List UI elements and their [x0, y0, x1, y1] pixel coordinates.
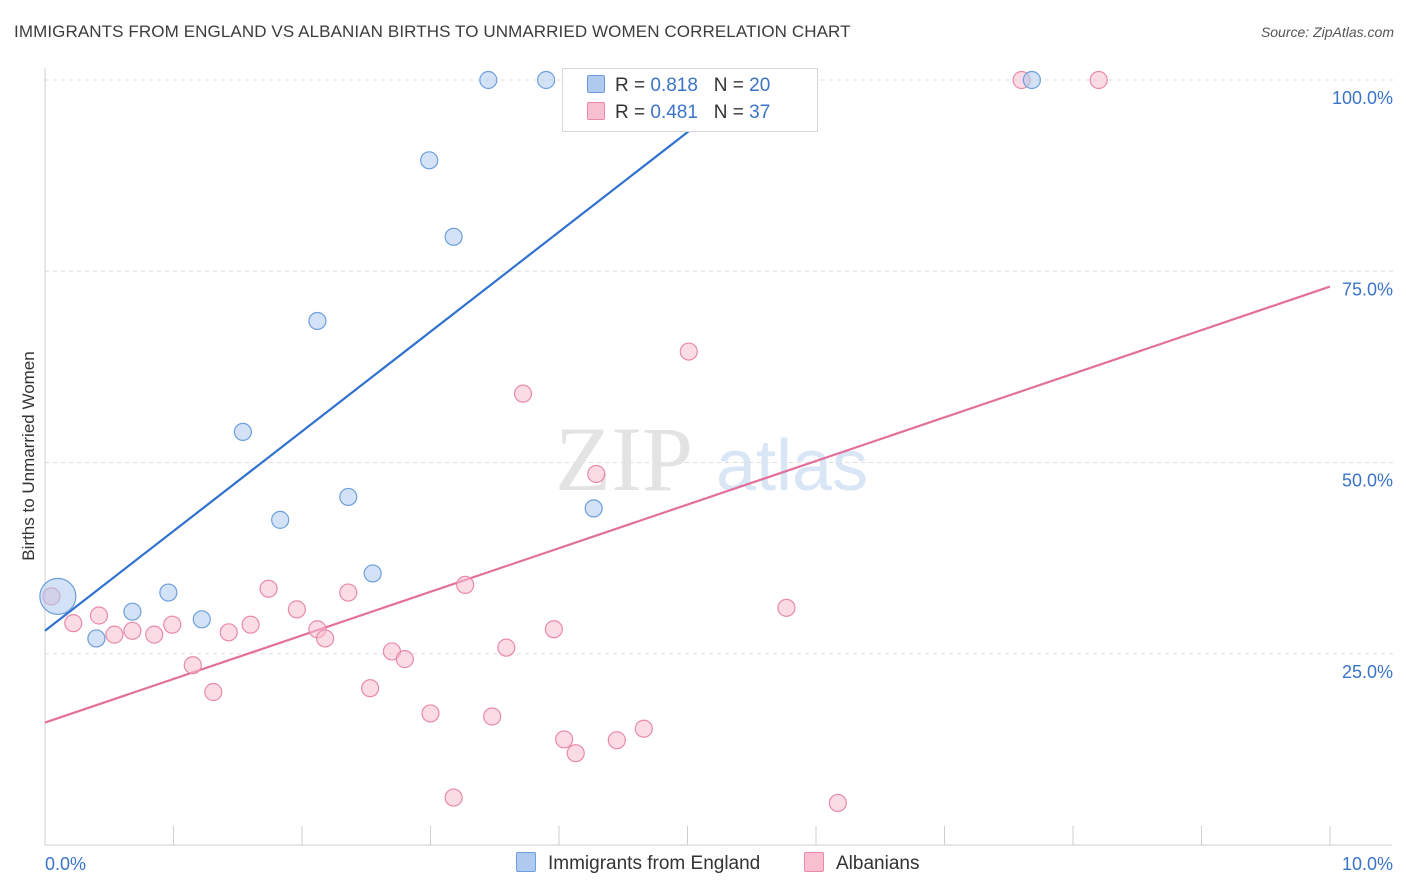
- point-albanians: [89, 606, 109, 625]
- point-england: [537, 70, 556, 90]
- legend-r-value: 0.818: [650, 75, 698, 96]
- series-legend-england: Immigrants from England: [516, 852, 760, 875]
- point-albanians: [241, 615, 260, 634]
- legend-r-value: 0.481: [650, 102, 698, 123]
- point-albanians: [204, 682, 223, 702]
- y-tick-label: 25.0%: [1342, 662, 1393, 682]
- point-albanians: [555, 730, 574, 749]
- legend-row-albanians: R = 0.481 N = 37: [587, 102, 770, 124]
- point-england: [39, 577, 77, 615]
- point-albanians: [395, 650, 414, 669]
- point-albanians: [316, 629, 335, 648]
- tick-labels: 25.0% 50.0% 75.0% 100.0% 0.0% 10.0%: [45, 88, 1393, 874]
- legend-swatch-albanians: [587, 102, 605, 120]
- point-albanians: [145, 625, 164, 644]
- point-albanians: [483, 707, 502, 726]
- point-england: [123, 602, 142, 621]
- point-albanians: [444, 788, 463, 807]
- point-albanians: [1089, 70, 1108, 90]
- point-england: [479, 70, 498, 90]
- x-tick-label: 0.0%: [45, 854, 86, 874]
- point-england: [159, 583, 178, 602]
- point-albanians: [361, 679, 380, 698]
- y-tick-label: 75.0%: [1342, 279, 1393, 299]
- source-label: Source: ZipAtlas.com: [1260, 24, 1394, 40]
- point-albanians: [497, 638, 516, 657]
- trend-lines: [44, 71, 1331, 724]
- point-england: [1022, 70, 1041, 90]
- point-albanians: [64, 614, 83, 633]
- series-legend-albanians: Albanians: [804, 852, 919, 875]
- point-albanians: [259, 579, 278, 598]
- axes: [44, 68, 1392, 846]
- legend-row-england: R = 0.818 N = 20: [587, 75, 770, 97]
- watermark: ZIP atlas: [555, 408, 868, 510]
- trend-line-england: [44, 71, 766, 632]
- y-tick-label: 50.0%: [1342, 471, 1393, 491]
- legend-n-label: N =: [713, 102, 744, 123]
- point-albanians: [421, 704, 440, 723]
- trend-line-albanians: [44, 285, 1331, 724]
- x-tick-label: 10.0%: [1342, 854, 1393, 874]
- point-england: [87, 629, 106, 648]
- point-england: [420, 151, 439, 170]
- y-tick-label: 100.0%: [1332, 88, 1393, 108]
- point-albanians: [287, 600, 306, 619]
- watermark-zip: ZIP: [555, 408, 693, 510]
- legend-r-label: R =: [615, 102, 646, 123]
- point-england: [192, 610, 211, 629]
- point-albanians: [607, 731, 626, 750]
- point-albanians: [566, 744, 585, 763]
- point-albanians: [123, 621, 142, 640]
- point-england: [271, 510, 290, 529]
- point-england: [444, 227, 463, 246]
- series-swatch-albanians: [804, 852, 824, 872]
- stats-legend: R = 0.818 N = 20 R = 0.481 N = 37: [562, 68, 818, 132]
- y-axis-label: Births to Unmarried Women: [19, 351, 38, 560]
- point-albanians: [777, 598, 796, 617]
- point-england: [308, 311, 327, 331]
- legend-r-label: R =: [615, 75, 646, 96]
- point-england: [233, 422, 252, 441]
- series-name-albanians: Albanians: [836, 853, 920, 874]
- series-swatch-england: [516, 852, 536, 872]
- point-albanians: [513, 384, 533, 403]
- point-albanians: [634, 719, 653, 738]
- point-england: [363, 564, 382, 583]
- point-albanians: [544, 620, 563, 639]
- point-albanians: [679, 342, 698, 361]
- legend-swatch-england: [587, 75, 605, 93]
- legend-n-value: 20: [749, 75, 771, 96]
- series-name-england: Immigrants from England: [548, 853, 761, 874]
- point-albanians: [163, 615, 182, 634]
- point-england: [339, 487, 358, 507]
- grid-lines: [45, 79, 1395, 655]
- point-albanians: [587, 464, 606, 484]
- chart-title: IMMIGRANTS FROM ENGLAND VS ALBANIAN BIRT…: [14, 22, 851, 41]
- point-albanians: [828, 793, 847, 813]
- point-albanians: [219, 623, 238, 642]
- point-albanians: [183, 656, 202, 675]
- legend-n-label: N =: [713, 75, 744, 96]
- legend-n-value: 37: [749, 102, 771, 123]
- watermark-atlas: atlas: [716, 426, 868, 506]
- point-albanians: [339, 583, 358, 602]
- point-albanians: [105, 625, 124, 644]
- point-albanians: [456, 575, 475, 595]
- point-england: [584, 499, 603, 518]
